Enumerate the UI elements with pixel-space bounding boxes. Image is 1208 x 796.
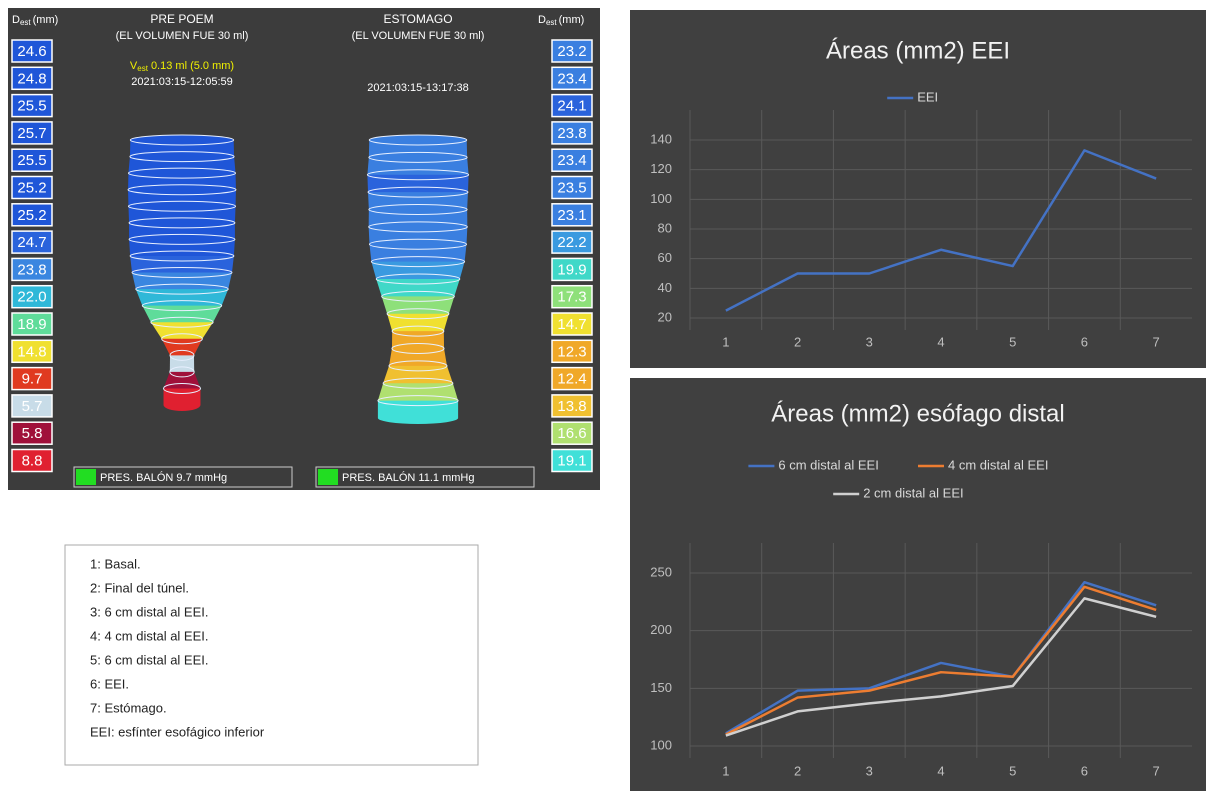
x-tick-label: 6 [1081,763,1088,778]
balloon-ring [130,135,233,145]
diameter-value: 23.5 [557,179,586,196]
x-tick-label: 7 [1153,763,1160,778]
pressure-label: PRES. BALÓN 9.7 mmHg [100,471,227,484]
timestamp: 2021:03:15-13:17:38 [367,82,469,94]
y-tick-label: 60 [658,250,672,265]
diameter-value: 9.7 [22,371,43,388]
panel-title: ESTOMAGO [383,12,452,26]
diameter-value: 5.7 [22,398,43,415]
y-tick-label: 150 [650,680,672,695]
legend-label: 4 cm distal al EEI [948,457,1048,472]
x-tick-label: 5 [1009,763,1016,778]
diameter-value: 25.5 [17,152,46,169]
diameter-value: 25.2 [17,207,46,224]
x-tick-label: 3 [866,334,873,349]
pressure-indicator [76,469,96,485]
x-tick-label: 2 [794,763,801,778]
chart-title: Áreas (mm2) EEI [826,37,1010,64]
diameter-value: 24.1 [557,98,586,115]
diameter-value: 25.7 [17,125,46,142]
y-tick-label: 80 [658,220,672,235]
pressure-indicator [318,469,338,485]
dest-label: Dest(mm) [12,14,58,27]
note-line: EEI: esfínter esofágico inferior [90,724,265,739]
x-tick-label: 7 [1153,334,1160,349]
panel-subtitle: (EL VOLUMEN FUE 30 ml) [116,30,249,42]
figure: Dest(mm)Dest(mm)PRE POEM(EL VOLUMEN FUE … [0,0,1208,791]
legend-label: 2 cm distal al EEI [863,485,963,500]
y-tick-label: 250 [650,564,672,579]
diameter-value: 23.8 [17,261,46,278]
diameter-value: 12.3 [557,343,586,360]
dest-label: Dest(mm) [538,14,584,27]
diameter-value: 14.8 [17,343,46,360]
chart-panel [630,378,1206,791]
dest-symbol: D [538,14,546,26]
note-line: 3: 6 cm distal al EEI. [90,604,209,619]
diameter-value: 14.7 [557,316,586,333]
diameter-value: 22.0 [17,289,46,306]
legend-label: EEI [917,89,938,104]
diameter-value: 5.8 [22,425,43,442]
x-tick-label: 2 [794,334,801,349]
diameter-value: 8.8 [22,452,43,469]
note-line: 2: Final del túnel. [90,580,189,595]
note-line: 5: 6 cm distal al EEI. [90,652,209,667]
dest-unit: (mm) [33,14,59,26]
diameter-value: 13.8 [557,398,586,415]
x-tick-label: 4 [937,763,944,778]
diameter-value: 19.9 [557,261,586,278]
diameter-value: 24.7 [17,234,46,251]
dest-unit: (mm) [559,14,585,26]
diameter-value: 23.8 [557,125,586,142]
y-tick-label: 100 [650,737,672,752]
diameter-value: 23.4 [557,70,586,87]
y-tick-label: 140 [650,131,672,146]
balloon-ring [369,135,466,145]
panel-title: PRE POEM [150,12,213,26]
volume-subscript: est [137,64,148,73]
dest-subscript: est [20,18,31,27]
diameter-value: 23.4 [557,152,586,169]
timestamp: 2021:03:15-12:05:59 [131,76,233,88]
endoflip-panel [8,8,600,490]
x-tick-label: 1 [722,334,729,349]
note-line: 4: 4 cm distal al EEI. [90,628,209,643]
diameter-value: 22.2 [557,234,586,251]
diameter-value: 23.2 [557,43,586,60]
note-line: 7: Estómago. [90,700,167,715]
y-tick-label: 40 [658,280,672,295]
diameter-value: 17.3 [557,289,586,306]
diameter-value: 16.6 [557,425,586,442]
chart-title: Áreas (mm2) esófago distal [771,400,1064,427]
dest-subscript: est [546,18,557,27]
y-tick-label: 120 [650,161,672,176]
x-tick-label: 4 [937,334,944,349]
y-tick-label: 20 [658,309,672,324]
diameter-value: 12.4 [557,371,586,388]
diameter-value: 19.1 [557,452,586,469]
x-tick-label: 3 [866,763,873,778]
diameter-value: 18.9 [17,316,46,333]
y-tick-label: 200 [650,622,672,637]
diameter-value: 23.1 [557,207,586,224]
x-tick-label: 5 [1009,334,1016,349]
diameter-value: 24.6 [17,43,46,60]
diameter-value: 24.8 [17,70,46,87]
y-tick-label: 100 [650,191,672,206]
dest-symbol: D [12,14,20,26]
diameter-value: 25.5 [17,98,46,115]
note-line: 1: Basal. [90,556,141,571]
legend-label: 6 cm distal al EEI [778,457,878,472]
page: Dest(mm)Dest(mm)PRE POEM(EL VOLUMEN FUE … [0,0,1208,796]
x-tick-label: 1 [722,763,729,778]
note-line: 6: EEI. [90,676,129,691]
pressure-label: PRES. BALÓN 11.1 mmHg [342,471,474,484]
diameter-value: 25.2 [17,179,46,196]
panel-subtitle: (EL VOLUMEN FUE 30 ml) [352,30,485,42]
volume-text: 0.13 ml (5.0 mm) [151,60,234,72]
x-tick-label: 6 [1081,334,1088,349]
